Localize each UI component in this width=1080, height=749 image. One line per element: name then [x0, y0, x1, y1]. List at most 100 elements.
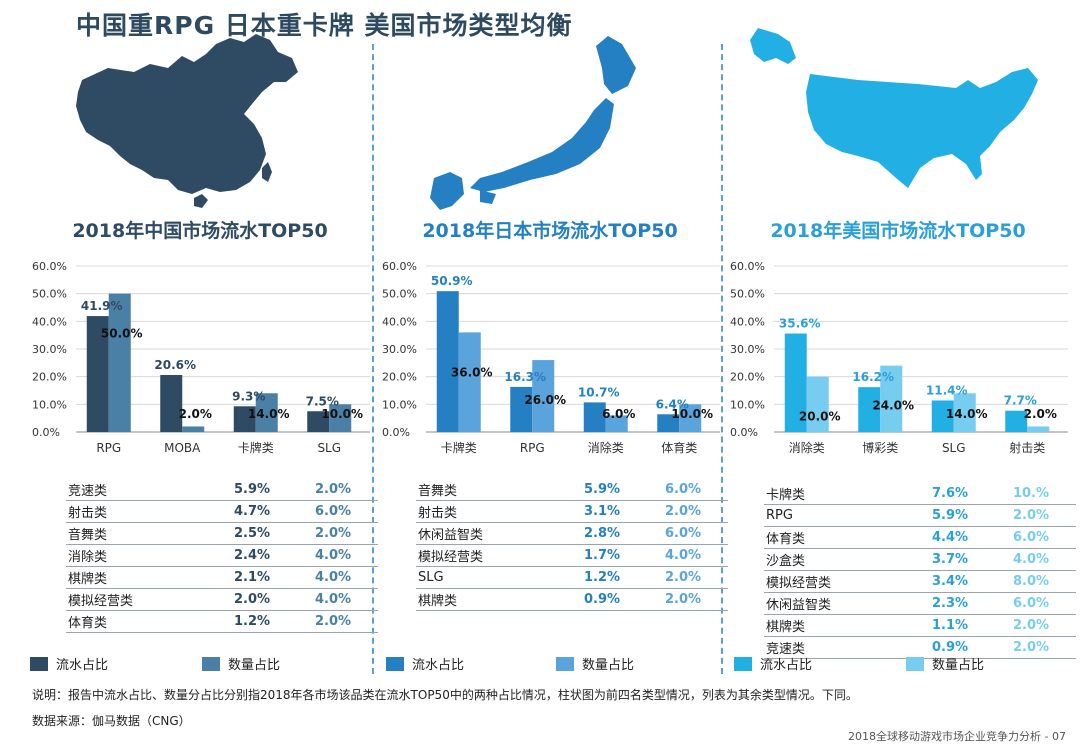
revenue-share-value: 5.9% — [233, 482, 271, 497]
table-row: SLG 1.2% 2.0% — [416, 567, 728, 589]
data-label: 26.0% — [524, 393, 566, 407]
table-row: 沙盒类 3.7% 4.0% — [764, 549, 1076, 571]
japan-map-icon — [430, 36, 636, 210]
type-name: RPG — [766, 508, 793, 523]
y-tick-label: 20.0% — [730, 371, 765, 384]
bar-count-share — [880, 365, 903, 432]
data-label: 35.6% — [779, 317, 821, 331]
y-tick-label: 20.0% — [382, 371, 417, 384]
data-label: 10.0% — [671, 407, 713, 421]
footnote: 说明：报告中流水占比、数量分占比分别指2018年各市场该品类在流水TOP50中的… — [32, 688, 858, 702]
count-share-value: 2.0% — [1012, 618, 1050, 633]
bar-revenue-share — [1005, 410, 1028, 432]
bar-revenue-share — [858, 387, 881, 432]
y-tick-label: 0.0% — [382, 426, 410, 439]
usa-other-types-table: 卡牌类 7.6% 10.% RPG 5.9% 2.0% 体育类 4.4% 6.0% 沙盒类 3.7%… — [764, 483, 1076, 659]
japan-other-types-table: 音舞类 5.9% 6.0% 射击类 3.1% 2.0% 休闲益智类 2.8% 6.0% 模拟经营类… — [416, 479, 728, 611]
revenue-share-value: 3.1% — [583, 504, 621, 519]
count-share-value: 8.0% — [1012, 574, 1050, 589]
data-label: 41.9% — [81, 299, 123, 313]
legend-count-share: 数量占比 — [906, 654, 984, 673]
bar-revenue-share — [86, 316, 109, 432]
legend-revenue-share: 流水占比 — [30, 654, 108, 673]
revenue-share-value: 1.7% — [583, 548, 621, 563]
japan-panel: 2018年日本市场流水TOP50 0.0% 10.0% 20.0% 30.0% 40.0… — [380, 28, 730, 678]
data-label: 7.7% — [1004, 394, 1037, 408]
data-label: 20.0% — [799, 410, 841, 424]
count-share-value: 4.0% — [314, 592, 352, 607]
revenue-share-value: 1.2% — [583, 570, 621, 585]
bar-count-share — [532, 360, 555, 432]
x-tick-label: 卡牌类 — [238, 441, 274, 455]
y-tick-label: 50.0% — [32, 288, 67, 301]
revenue-share-value: 2.3% — [931, 596, 969, 611]
usa-legend: 流水占比 数量占比 — [728, 654, 1078, 674]
count-share-value: 6.0% — [1012, 530, 1050, 545]
legend-label: 数量占比 — [932, 658, 985, 673]
legend-label: 流水占比 — [56, 658, 109, 673]
count-share-value: 2.0% — [1012, 640, 1050, 655]
revenue-share-value: 2.4% — [233, 548, 271, 563]
bar-count-share — [1027, 426, 1050, 432]
legend-count-share: 数量占比 — [556, 654, 634, 673]
revenue-share-value: 5.9% — [583, 482, 621, 497]
y-tick-label: 40.0% — [730, 315, 765, 328]
table-row: 音舞类 5.9% 6.0% — [416, 479, 728, 501]
x-tick-label: RPG — [520, 441, 545, 455]
table-row: 休闲益智类 2.8% 6.0% — [416, 523, 728, 545]
table-row: 消除类 2.4% 4.0% — [66, 545, 378, 567]
bar-count-share — [806, 376, 829, 432]
data-label: 9.3% — [232, 389, 265, 403]
type-name: 模拟经营类 — [418, 550, 484, 565]
y-tick-label: 50.0% — [730, 288, 765, 301]
china-chart-title: 2018年中国市场流水TOP50 — [72, 220, 328, 242]
bar-revenue-share — [583, 402, 606, 432]
revenue-share-value: 4.7% — [233, 504, 271, 519]
y-tick-label: 0.0% — [730, 426, 758, 439]
bar-count-share — [953, 393, 976, 432]
panel-divider-2 — [721, 44, 723, 674]
data-label: 7.5% — [306, 394, 339, 408]
y-tick-label: 10.0% — [730, 398, 765, 411]
bar-revenue-share — [160, 375, 183, 432]
legend-label: 数量占比 — [228, 658, 281, 673]
data-label: 24.0% — [872, 399, 914, 413]
bar-revenue-share — [233, 406, 256, 432]
bar-count-share — [182, 426, 205, 432]
legend-swatch — [556, 656, 574, 671]
y-tick-label: 10.0% — [32, 398, 67, 411]
y-tick-label: 0.0% — [32, 426, 60, 439]
type-name: 卡牌类 — [766, 488, 806, 503]
revenue-share-value: 2.5% — [233, 526, 271, 541]
revenue-share-value: 0.9% — [931, 640, 969, 655]
type-name: 音舞类 — [418, 484, 458, 499]
type-name: 棋牌类 — [766, 620, 806, 635]
page-footer: 2018全球移动游戏市场企业竞争力分析 - 07 — [848, 730, 1066, 743]
bar-revenue-share — [307, 411, 330, 432]
data-label: 36.0% — [451, 365, 493, 379]
y-tick-label: 40.0% — [382, 315, 417, 328]
legend-swatch — [734, 656, 752, 671]
bar-revenue-share — [784, 333, 807, 432]
type-name: 竞速类 — [766, 642, 806, 657]
table-row: 竞速类 5.9% 2.0% — [66, 479, 378, 501]
count-share-value: 2.0% — [664, 570, 702, 585]
bar-count-share — [458, 332, 481, 432]
x-tick-label: 卡牌类 — [441, 441, 477, 455]
y-tick-label: 60.0% — [32, 260, 67, 273]
x-tick-label: 博彩类 — [862, 440, 898, 455]
x-tick-label: RPG — [96, 441, 121, 455]
legend-swatch — [202, 656, 220, 671]
data-label: 2.0% — [1024, 407, 1057, 421]
x-tick-label: 消除类 — [588, 440, 624, 455]
panel-divider-1 — [372, 44, 374, 674]
count-share-value: 2.0% — [314, 526, 352, 541]
china-other-types-table: 竞速类 5.9% 2.0% 射击类 4.7% 6.0% 音舞类 2.5% 2.0% 消除类 2.4%… — [66, 479, 378, 633]
type-name: 体育类 — [766, 532, 806, 547]
data-label: 16.2% — [852, 370, 894, 384]
table-row: 音舞类 2.5% 2.0% — [66, 523, 378, 545]
type-name: 消除类 — [68, 550, 108, 565]
table-row: 卡牌类 7.6% 10.% — [764, 483, 1076, 505]
data-label: 16.3% — [504, 370, 546, 384]
revenue-share-value: 0.9% — [583, 592, 621, 607]
